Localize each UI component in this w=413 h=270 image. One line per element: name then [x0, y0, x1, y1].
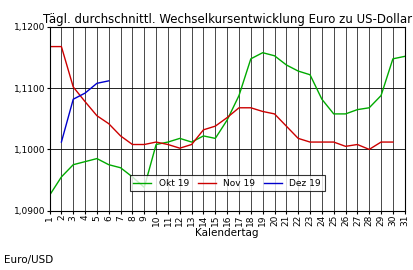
Okt 19: [272, 54, 277, 58]
Nov 19: [189, 143, 194, 146]
Okt 19: [355, 108, 360, 111]
Line: Dez 19: Dez 19: [62, 81, 109, 142]
Okt 19: [166, 140, 171, 144]
Nov 19: [71, 85, 76, 89]
Okt 19: [402, 55, 407, 58]
Okt 19: [248, 57, 253, 60]
Okt 19: [225, 119, 230, 122]
Nov 19: [260, 110, 265, 113]
Okt 19: [379, 94, 384, 97]
Nov 19: [47, 45, 52, 48]
Nov 19: [237, 106, 242, 109]
Okt 19: [71, 163, 76, 166]
Nov 19: [59, 45, 64, 48]
Nov 19: [284, 124, 289, 128]
Nov 19: [118, 134, 123, 137]
Nov 19: [390, 140, 395, 144]
Okt 19: [308, 73, 313, 76]
Okt 19: [154, 143, 159, 146]
Okt 19: [319, 97, 324, 101]
Okt 19: [189, 140, 194, 144]
X-axis label: Kalendertag: Kalendertag: [195, 228, 259, 238]
Nov 19: [166, 143, 171, 146]
Okt 19: [331, 112, 336, 116]
Text: Euro/USD: Euro/USD: [4, 255, 53, 265]
Nov 19: [296, 137, 301, 140]
Okt 19: [177, 137, 182, 140]
Nov 19: [331, 140, 336, 144]
Nov 19: [213, 124, 218, 128]
Okt 19: [142, 186, 147, 189]
Dez 19: [71, 97, 76, 101]
Okt 19: [284, 63, 289, 67]
Okt 19: [237, 94, 242, 97]
Okt 19: [367, 106, 372, 109]
Nov 19: [177, 147, 182, 150]
Okt 19: [106, 163, 111, 166]
Nov 19: [106, 122, 111, 125]
Nov 19: [201, 128, 206, 131]
Okt 19: [201, 134, 206, 137]
Nov 19: [379, 140, 384, 144]
Nov 19: [355, 143, 360, 146]
Okt 19: [59, 175, 64, 178]
Line: Nov 19: Nov 19: [50, 47, 393, 149]
Dez 19: [95, 82, 100, 85]
Okt 19: [296, 69, 301, 73]
Legend: Okt 19, Nov 19, Dez 19: Okt 19, Nov 19, Dez 19: [130, 175, 325, 191]
Nov 19: [95, 114, 100, 117]
Okt 19: [260, 51, 265, 54]
Dez 19: [83, 92, 88, 95]
Okt 19: [130, 175, 135, 178]
Line: Okt 19: Okt 19: [50, 53, 405, 195]
Nov 19: [130, 143, 135, 146]
Nov 19: [319, 140, 324, 144]
Nov 19: [343, 145, 348, 148]
Okt 19: [47, 194, 52, 197]
Okt 19: [95, 157, 100, 160]
Okt 19: [83, 160, 88, 163]
Okt 19: [118, 166, 123, 169]
Dez 19: [59, 140, 64, 144]
Nov 19: [367, 148, 372, 151]
Okt 19: [213, 137, 218, 140]
Title: Tägl. durchschnittl. Wechselkursentwicklung Euro zu US-Dollar: Tägl. durchschnittl. Wechselkursentwickl…: [43, 13, 412, 26]
Nov 19: [154, 140, 159, 144]
Okt 19: [390, 57, 395, 60]
Nov 19: [308, 140, 313, 144]
Nov 19: [272, 112, 277, 116]
Nov 19: [83, 100, 88, 103]
Dez 19: [106, 79, 111, 82]
Okt 19: [343, 112, 348, 116]
Nov 19: [225, 116, 230, 119]
Nov 19: [142, 143, 147, 146]
Nov 19: [248, 106, 253, 109]
